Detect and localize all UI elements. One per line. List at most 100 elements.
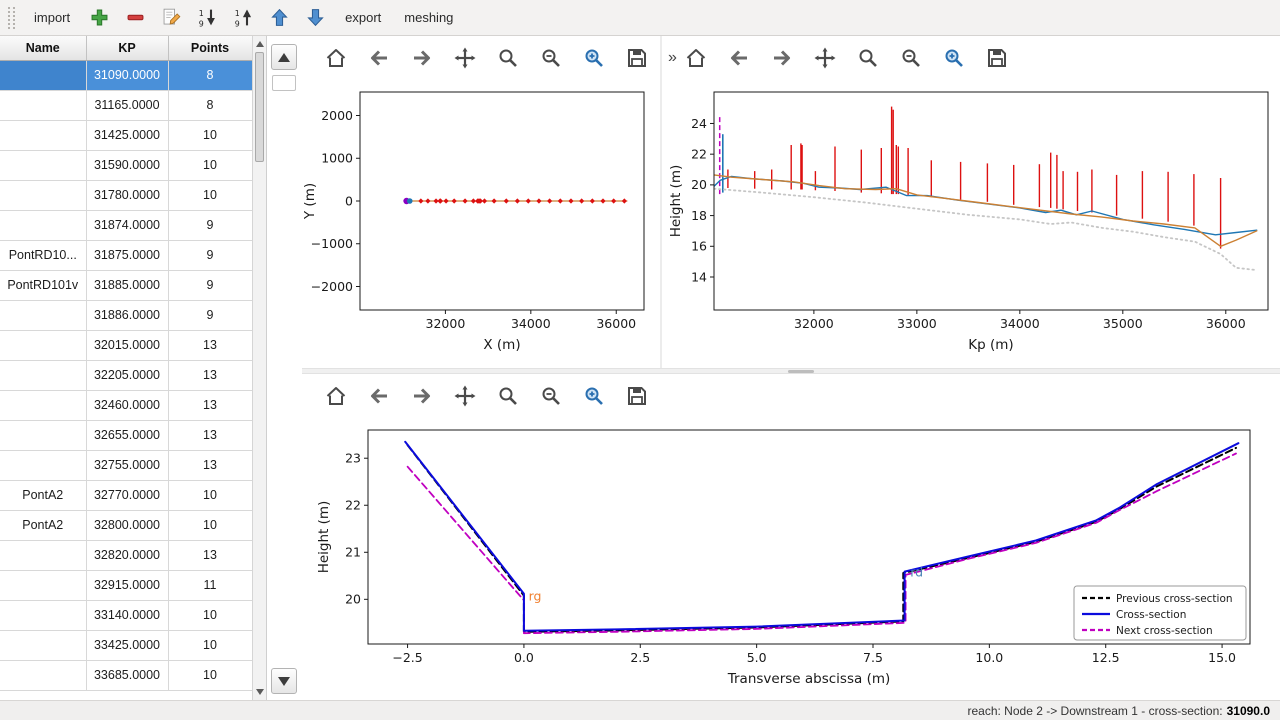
add-cross-section-button[interactable] xyxy=(86,4,113,31)
zoom-in-button[interactable] xyxy=(580,382,608,410)
import-button[interactable]: import xyxy=(27,6,77,29)
cell-points: 9 xyxy=(168,270,253,301)
cross-section-markers xyxy=(621,198,627,204)
cell-points: 10 xyxy=(168,150,253,181)
svg-text:Cross-section: Cross-section xyxy=(1116,609,1186,621)
longitudinal-profile-plot[interactable]: 32000 33000 34000 35000 36000 14 16 18 20 22 24 Kp … xyxy=(662,80,1280,368)
table-row[interactable]: PontA2 32770.0000 10 xyxy=(0,480,253,511)
zoom-out-button[interactable] xyxy=(537,382,565,410)
table-row[interactable]: 33685.0000 10 xyxy=(0,660,253,691)
zoom-in-button[interactable] xyxy=(580,44,608,72)
back-button[interactable] xyxy=(365,44,393,72)
save-button[interactable] xyxy=(623,44,651,72)
table-row[interactable]: 32820.0000 13 xyxy=(0,540,253,571)
back-button[interactable] xyxy=(725,44,753,72)
home-icon xyxy=(684,46,708,70)
table-row[interactable]: 31090.0000 8 xyxy=(0,60,253,91)
zoom-button[interactable] xyxy=(854,44,882,72)
table-row[interactable]: 31425.0000 10 xyxy=(0,120,253,151)
table-row[interactable]: 32915.0000 11 xyxy=(0,570,253,601)
svg-text:1000: 1000 xyxy=(321,151,353,166)
annotation-rg: rg xyxy=(529,589,542,604)
outer-scroll-up-button[interactable] xyxy=(271,44,297,70)
table-row[interactable]: 31886.0000 9 xyxy=(0,300,253,331)
home-button[interactable] xyxy=(322,44,350,72)
outer-scroll-down-button[interactable] xyxy=(271,668,297,694)
move-down-button[interactable] xyxy=(302,4,329,31)
table-row[interactable]: 33140.0000 10 xyxy=(0,600,253,631)
table-row[interactable]: 32205.0000 13 xyxy=(0,360,253,391)
table-row[interactable]: 31165.0000 8 xyxy=(0,90,253,121)
table-row[interactable]: 32755.0000 13 xyxy=(0,450,253,481)
save-icon xyxy=(985,46,1009,70)
pan-button[interactable] xyxy=(451,44,479,72)
splitter-handle[interactable] xyxy=(788,370,814,373)
scroll-up-button[interactable] xyxy=(254,38,265,50)
save-button[interactable] xyxy=(623,382,651,410)
toolbar-overflow-chevron[interactable]: » xyxy=(668,49,677,66)
svg-text:0: 0 xyxy=(345,193,353,208)
edit-icon xyxy=(163,8,181,25)
pan-button[interactable] xyxy=(811,44,839,72)
scrollbar-thumb[interactable] xyxy=(255,52,264,162)
cell-name: PontA2 xyxy=(0,510,87,541)
sort-ascending-button[interactable]: 1 9 xyxy=(194,4,221,31)
plan-nav-toolbar: » xyxy=(302,36,677,80)
cross-section-table: Name KP Points 31090.0000 8 31165.0000 8 314… xyxy=(0,36,253,700)
cross-section-plot[interactable]: −2.5 0.0 2.5 5.0 7.5 10.0 12.5 15.0 20 21 22 23 Tran… xyxy=(302,418,1280,700)
table-row[interactable]: 31874.0000 9 xyxy=(0,210,253,241)
cell-kp: 31886.0000 xyxy=(86,300,169,331)
table-row[interactable]: 31780.0000 10 xyxy=(0,180,253,211)
forward-button[interactable] xyxy=(768,44,796,72)
table-row[interactable]: 32655.0000 13 xyxy=(0,420,253,451)
home-button[interactable] xyxy=(682,44,710,72)
remove-cross-section-button[interactable] xyxy=(122,4,149,31)
pan-button[interactable] xyxy=(451,382,479,410)
cell-kp: 32770.0000 xyxy=(86,480,169,511)
forward-button[interactable] xyxy=(408,44,436,72)
table-row[interactable]: PontRD101v 31885.0000 9 xyxy=(0,270,253,301)
svg-text:−2000: −2000 xyxy=(311,279,353,294)
svg-text:Kp (m): Kp (m) xyxy=(968,337,1013,353)
table-row[interactable]: 32015.0000 13 xyxy=(0,330,253,361)
svg-text:36000: 36000 xyxy=(1206,316,1246,331)
svg-text:34000: 34000 xyxy=(511,316,551,331)
table-scrollbar[interactable] xyxy=(252,36,267,700)
zoom-in-button[interactable] xyxy=(940,44,968,72)
zoom-in-icon xyxy=(942,46,966,70)
outer-scrollbar[interactable] xyxy=(267,36,301,700)
forward-icon xyxy=(410,384,434,408)
column-header-points[interactable]: Points xyxy=(168,36,253,61)
cell-kp: 32655.0000 xyxy=(86,420,169,451)
export-button[interactable]: export xyxy=(338,6,388,29)
table-row[interactable]: PontA2 32800.0000 10 xyxy=(0,510,253,541)
horizontal-splitter[interactable] xyxy=(302,368,1280,374)
table-row[interactable]: PontRD10... 31875.0000 9 xyxy=(0,240,253,271)
cell-name xyxy=(0,600,87,631)
svg-text:9: 9 xyxy=(235,19,240,28)
save-button[interactable] xyxy=(983,44,1011,72)
zoom-button[interactable] xyxy=(494,44,522,72)
plan-view-plot[interactable]: 32000 34000 36000 −2000 −1000 0 1000 2000 X (m) Y… xyxy=(302,80,660,368)
home-button[interactable] xyxy=(322,382,350,410)
main-toolbar: import 1 9 xyxy=(0,0,1280,36)
edit-cross-section-button[interactable] xyxy=(158,4,185,31)
forward-button[interactable] xyxy=(408,382,436,410)
back-button[interactable] xyxy=(365,382,393,410)
table-row[interactable]: 32460.0000 13 xyxy=(0,390,253,421)
svg-text:23: 23 xyxy=(345,451,361,466)
zoom-out-button[interactable] xyxy=(897,44,925,72)
meshing-button[interactable]: meshing xyxy=(397,6,460,29)
svg-text:1: 1 xyxy=(235,9,240,18)
scroll-down-button[interactable] xyxy=(254,686,265,698)
move-up-button[interactable] xyxy=(266,4,293,31)
column-header-name[interactable]: Name xyxy=(0,36,87,61)
zoom-button[interactable] xyxy=(494,382,522,410)
sort-descending-button[interactable]: 1 9 xyxy=(230,4,257,31)
column-header-kp[interactable]: KP xyxy=(86,36,169,61)
zoom-out-button[interactable] xyxy=(537,44,565,72)
table-row[interactable]: 33425.0000 10 xyxy=(0,630,253,661)
outer-scrollbar-thumb[interactable] xyxy=(272,75,296,91)
cell-kp: 31780.0000 xyxy=(86,180,169,211)
table-row[interactable]: 31590.0000 10 xyxy=(0,150,253,181)
